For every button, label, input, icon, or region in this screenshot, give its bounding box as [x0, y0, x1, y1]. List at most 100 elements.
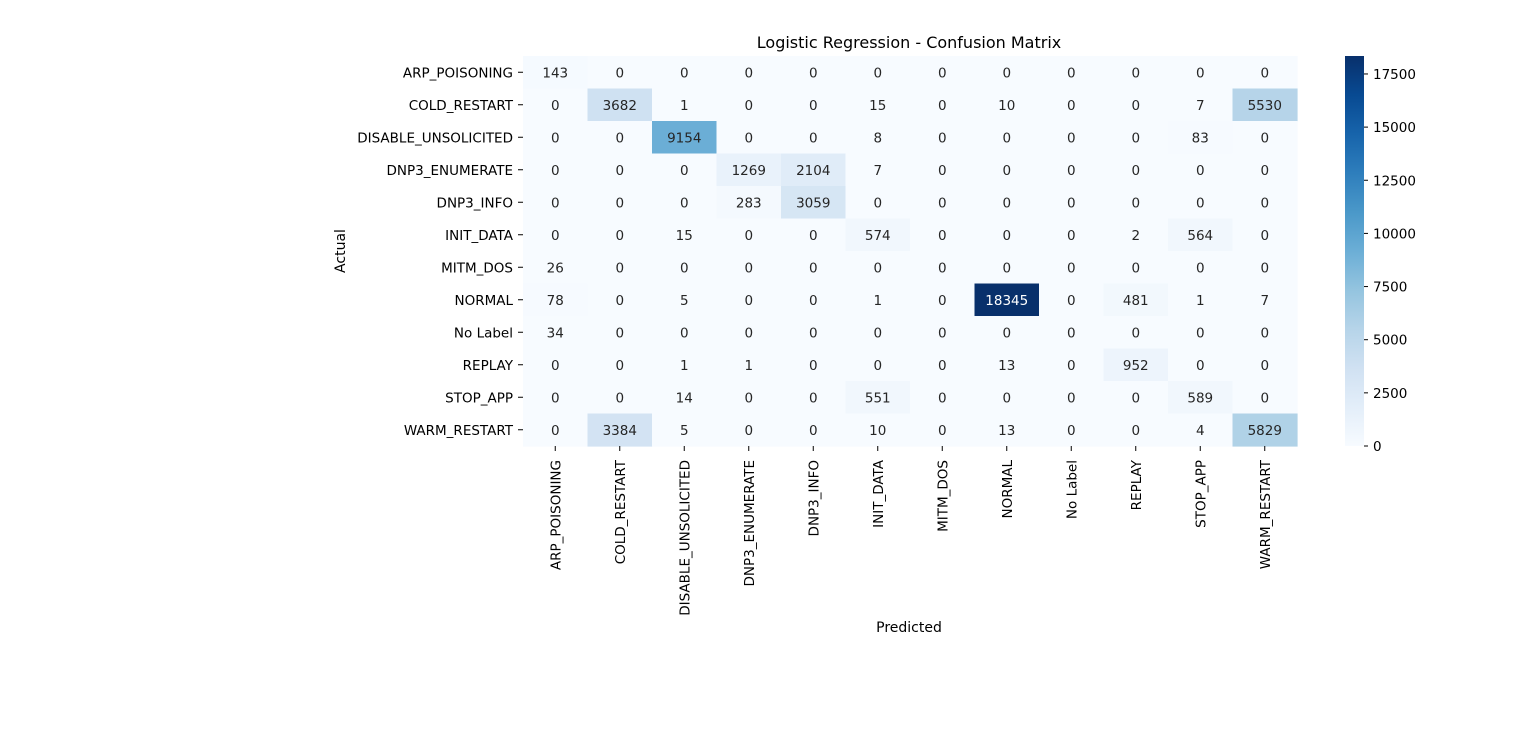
heatmap-cell — [587, 186, 653, 220]
cell-value: 564 — [1187, 228, 1213, 244]
heatmap-cell — [974, 251, 1040, 285]
cell-value: 0 — [1067, 195, 1076, 211]
heatmap-cell — [1103, 88, 1169, 122]
heatmap-cell — [716, 56, 782, 90]
heatmap-cell — [523, 88, 589, 122]
cell-value: 5829 — [1248, 423, 1282, 439]
cell-value: 0 — [1260, 358, 1269, 374]
cell-value: 0 — [809, 228, 818, 244]
heatmap-cell — [781, 88, 847, 122]
heatmap-cell — [523, 283, 589, 317]
column-label: DNP3_ENUMERATE — [742, 460, 758, 586]
cell-value: 0 — [615, 65, 624, 81]
cell-value: 0 — [873, 358, 882, 374]
colorbar-tick-label: 12500 — [1373, 173, 1416, 189]
row-label: MITM_DOS — [441, 260, 513, 276]
cell-value: 7 — [1260, 293, 1269, 309]
row-label: No Label — [454, 325, 513, 341]
heatmap-cell — [1039, 251, 1105, 285]
cell-value: 83 — [1192, 130, 1209, 146]
heatmap-cell — [523, 413, 589, 447]
heatmap-cell — [587, 218, 653, 252]
cell-value: 26 — [547, 260, 564, 276]
cell-value: 9154 — [667, 130, 701, 146]
heatmap-cell — [716, 218, 782, 252]
heatmap-cell — [587, 88, 653, 122]
cell-value: 0 — [744, 325, 753, 341]
heatmap-cell — [781, 121, 847, 155]
cell-value: 0 — [680, 195, 689, 211]
cell-value: 0 — [938, 358, 947, 374]
column-label: DISABLE_UNSOLICITED — [677, 460, 693, 616]
cell-value: 0 — [1131, 163, 1140, 179]
heatmap-cell — [1232, 251, 1298, 285]
cell-value: 78 — [547, 293, 564, 309]
heatmap-cell — [845, 186, 911, 220]
cell-value: 0 — [1067, 163, 1076, 179]
heatmap-cell — [1232, 153, 1298, 187]
cell-value: 0 — [873, 65, 882, 81]
cell-value: 7 — [1196, 98, 1205, 114]
heatmap-cell — [845, 121, 911, 155]
cell-value: 0 — [1131, 325, 1140, 341]
cell-value: 0 — [680, 163, 689, 179]
cell-value: 0 — [1260, 325, 1269, 341]
cell-value: 34 — [547, 325, 564, 341]
cell-value: 481 — [1123, 293, 1149, 309]
cell-value: 0 — [1196, 358, 1205, 374]
cell-value: 0 — [938, 423, 947, 439]
cell-value: 0 — [1260, 163, 1269, 179]
column-label: NORMAL — [1000, 460, 1016, 519]
cell-value: 0 — [1002, 65, 1011, 81]
colorbar: 0 2500 5000 7500 10000 12500 15000 17500 — [1345, 56, 1416, 455]
heatmap-cell — [523, 218, 589, 252]
heatmap-cell — [523, 121, 589, 155]
cell-value: 0 — [615, 358, 624, 374]
column-label: WARM_RESTART — [1258, 459, 1274, 569]
colorbar-gradient — [1345, 56, 1364, 446]
heatmap-cell — [652, 348, 718, 382]
cell-value: 4 — [1196, 423, 1205, 439]
cell-value: 0 — [680, 325, 689, 341]
cell-value: 0 — [680, 65, 689, 81]
cell-value: 0 — [938, 390, 947, 406]
heatmap-cell — [1168, 218, 1234, 252]
cell-value: 0 — [938, 163, 947, 179]
cell-value: 14 — [676, 390, 693, 406]
cell-value: 1 — [744, 358, 753, 374]
heatmap-cell — [1103, 413, 1169, 447]
heatmap-cell — [910, 56, 976, 90]
heatmap-cell — [716, 88, 782, 122]
row-label: REPLAY — [463, 358, 514, 374]
cell-value: 0 — [1067, 358, 1076, 374]
cell-value: 1 — [873, 293, 882, 309]
cell-value: 0 — [938, 98, 947, 114]
cell-value: 283 — [736, 195, 762, 211]
column-label: REPLAY — [1129, 459, 1145, 510]
cell-value: 0 — [809, 390, 818, 406]
heatmap-cell — [1039, 121, 1105, 155]
cell-value: 0 — [615, 260, 624, 276]
cell-value: 0 — [1002, 130, 1011, 146]
cell-value: 0 — [938, 130, 947, 146]
heatmap-cell — [974, 413, 1040, 447]
heatmap-cell — [716, 413, 782, 447]
cell-value: 8 — [873, 130, 882, 146]
heatmap-cell — [652, 251, 718, 285]
heatmap-cell — [1103, 153, 1169, 187]
heatmap-cell — [1232, 413, 1298, 447]
heatmap-cell — [781, 251, 847, 285]
row-labels: ARP_POISONING COLD_RESTART DISABLE_UNSOLIC… — [357, 65, 523, 439]
heatmap-cell — [716, 153, 782, 187]
cell-value: 0 — [615, 195, 624, 211]
cell-value: 0 — [1002, 195, 1011, 211]
row-label: COLD_RESTART — [409, 98, 514, 114]
heatmap-cell — [910, 381, 976, 415]
cell-value: 0 — [551, 130, 560, 146]
cell-value: 0 — [551, 195, 560, 211]
heatmap-cell — [1232, 316, 1298, 350]
heatmap-cell — [845, 251, 911, 285]
cell-value: 0 — [744, 260, 753, 276]
